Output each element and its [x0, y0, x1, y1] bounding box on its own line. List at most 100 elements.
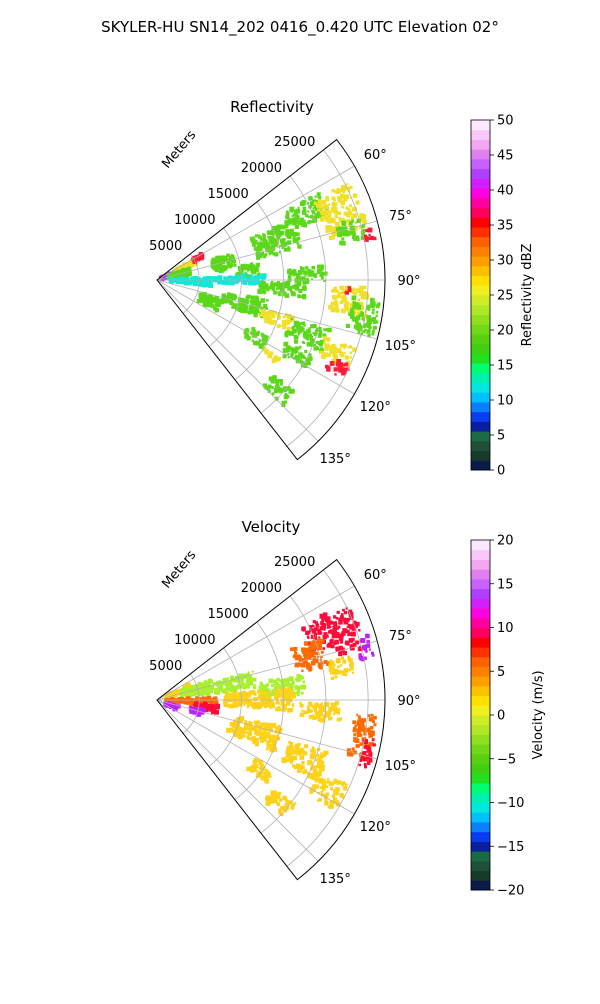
field-pixel	[211, 296, 215, 300]
field-pixel	[302, 680, 305, 684]
field-pixel	[273, 686, 279, 691]
field-pixel	[314, 711, 319, 716]
field-pixel	[284, 330, 290, 336]
field-pixel	[320, 276, 324, 280]
field-pixel	[366, 640, 370, 644]
field-pixel	[311, 624, 315, 628]
field-pixel	[336, 800, 339, 803]
field-pixel	[350, 753, 354, 757]
colorbar-tick-label: −10	[497, 796, 524, 811]
field-pixel	[313, 332, 318, 337]
colorbar-swatch	[471, 314, 490, 325]
field-pixel	[259, 254, 263, 258]
field-pixel	[297, 654, 300, 657]
field-pixel	[344, 642, 348, 645]
field-pixel	[237, 700, 241, 703]
field-pixel	[227, 299, 231, 302]
colorbar-swatch	[471, 460, 490, 471]
field-pixel	[268, 795, 273, 801]
field-pixel	[287, 283, 290, 286]
field-pixel	[332, 219, 336, 224]
field-pixel	[310, 660, 316, 666]
field-pixel	[259, 734, 264, 738]
field-pixel	[332, 208, 338, 213]
field-pixel	[261, 313, 265, 317]
field-pixel	[268, 353, 273, 358]
field-pixel	[359, 301, 364, 305]
angle-tick-label: 105°	[385, 339, 416, 354]
field-pixel	[280, 383, 283, 386]
field-pixel	[357, 308, 361, 312]
field-pixel	[295, 691, 298, 694]
field-pixel	[299, 657, 304, 662]
field-pixel	[240, 684, 244, 689]
field-pixel	[333, 354, 338, 359]
field-pixel	[268, 743, 274, 749]
field-pixel	[322, 333, 327, 338]
field-pixel	[252, 726, 258, 731]
field-pixel	[263, 771, 267, 775]
field-pixel	[317, 638, 322, 644]
field-pixel	[353, 726, 357, 731]
field-pixel	[332, 306, 336, 310]
field-pixel	[272, 744, 276, 748]
field-pixel	[229, 301, 234, 306]
field-pixel	[218, 255, 224, 261]
field-pixel	[330, 301, 335, 306]
field-pixel	[297, 206, 300, 209]
field-pixel	[292, 749, 298, 755]
colorbar-swatch	[471, 860, 490, 872]
field-pixel	[362, 645, 367, 650]
field-pixel	[296, 750, 300, 754]
field-pixel	[206, 705, 211, 711]
field-pixel	[335, 222, 340, 227]
field-pixel	[254, 267, 259, 272]
field-pixel	[241, 673, 246, 678]
field-pixel	[332, 705, 338, 711]
field-pixel	[199, 692, 202, 695]
field-pixel	[276, 287, 279, 290]
field-pixel	[312, 788, 316, 792]
field-pixel	[280, 812, 284, 817]
field-pixel	[361, 235, 366, 240]
field-pixel	[345, 640, 348, 643]
field-pixel	[283, 247, 288, 252]
field-pixel	[216, 302, 221, 308]
field-pixel	[340, 202, 343, 205]
field-pixel	[333, 286, 338, 291]
field-pixel	[334, 701, 339, 706]
field-pixel	[297, 270, 303, 275]
field-pixel	[368, 730, 373, 736]
colorbar-swatch	[471, 685, 490, 697]
field-pixel	[356, 713, 359, 716]
field-pixel	[307, 641, 312, 646]
field-pixel	[305, 631, 310, 635]
field-pixel	[218, 262, 222, 266]
colorbar-swatch	[471, 450, 490, 461]
field-pixel	[218, 302, 222, 306]
field-pixel	[244, 328, 250, 334]
colorbar-swatch	[471, 236, 490, 247]
field-pixel	[261, 694, 266, 699]
field-pixel	[258, 760, 263, 765]
field-pixel	[277, 281, 280, 284]
field-pixel	[190, 686, 195, 691]
field-pixel	[231, 293, 237, 299]
field-pixel	[287, 750, 293, 756]
field-pixel	[331, 189, 335, 193]
field-pixel	[304, 710, 307, 714]
field-pixel	[277, 387, 283, 393]
field-pixel	[363, 763, 367, 766]
field-pixel	[303, 652, 308, 657]
field-pixel	[262, 347, 267, 352]
field-pixel	[317, 343, 320, 346]
field-pixel	[246, 693, 251, 698]
colorbar-swatch	[471, 646, 490, 658]
field-pixel	[323, 279, 326, 282]
field-pixel	[345, 783, 348, 786]
field-pixel	[336, 359, 342, 364]
sector-outline	[156, 138, 386, 461]
field-pixel	[241, 719, 244, 722]
field-pixel	[301, 669, 304, 672]
